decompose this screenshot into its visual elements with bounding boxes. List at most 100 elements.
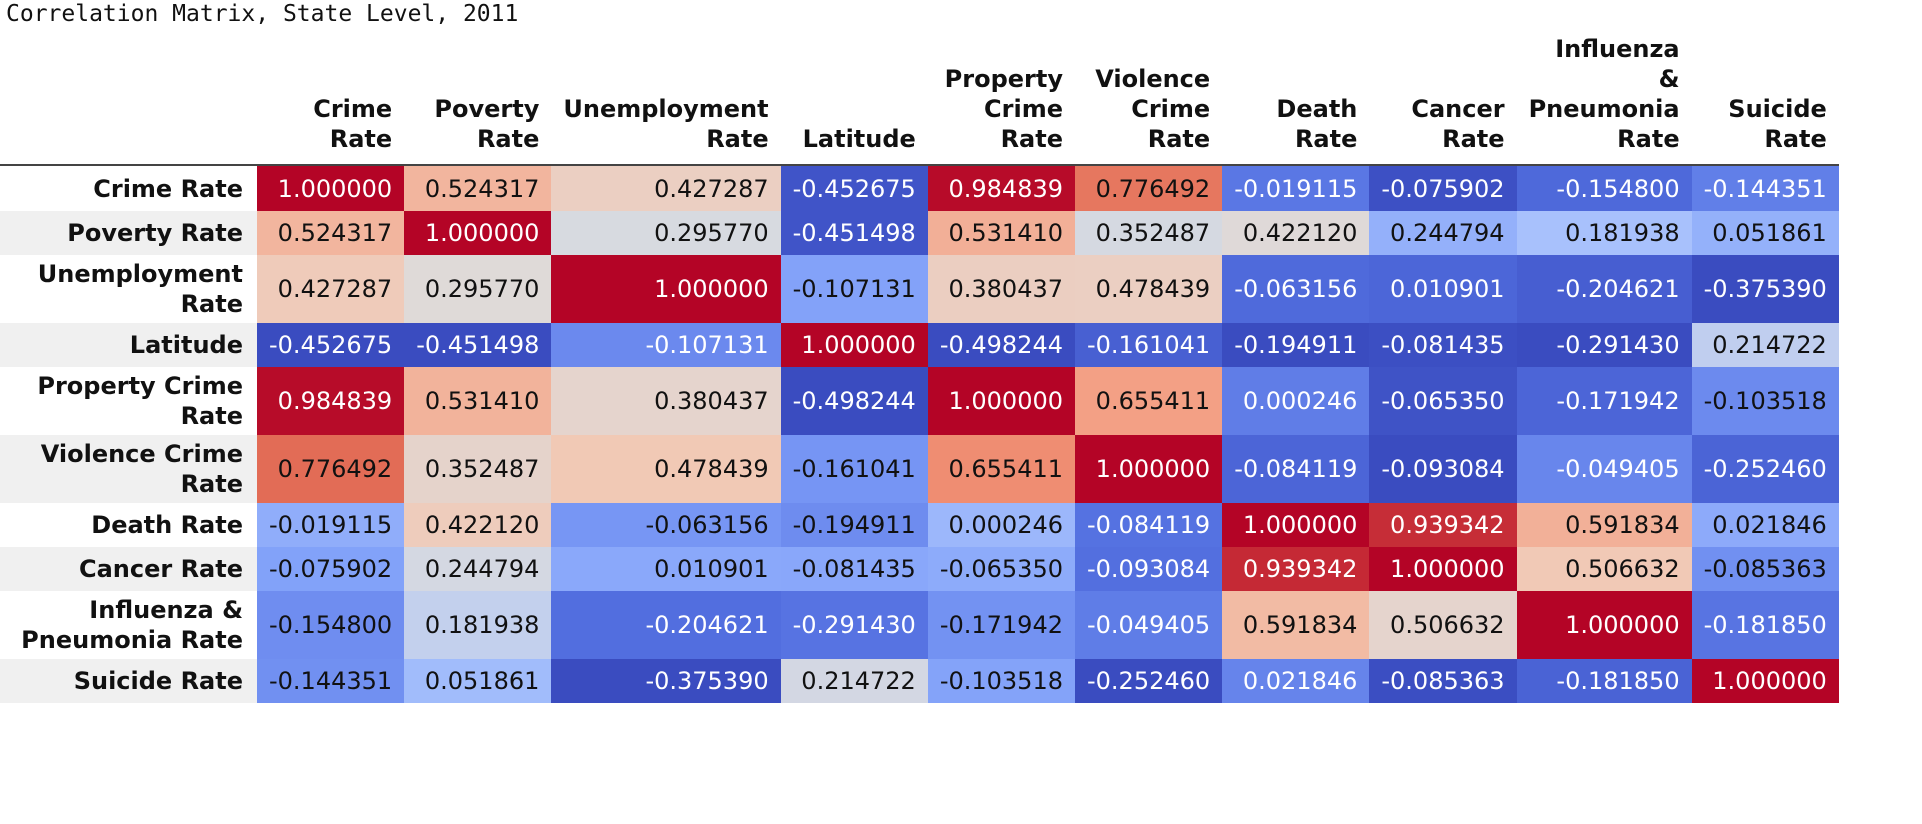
matrix-cell: 0.984839 [927,165,1075,211]
matrix-cell: 0.427287 [257,255,405,323]
header-label-line: Pneumonia Rate [21,626,243,654]
matrix-cell: 0.478439 [551,435,781,503]
matrix-cell: 0.939342 [1369,503,1517,547]
header-label-line: Violence [1095,65,1211,93]
matrix-cell: -0.161041 [1075,323,1223,367]
header-label-line: Crime Rate [1131,95,1211,153]
matrix-cell: -0.452675 [257,323,405,367]
table-row: Violence Crime Rate 0.776492 0.352487 0.4784… [0,435,1839,503]
matrix-cell: 0.214722 [1691,323,1839,367]
header-label-line: Pneumonia [1528,95,1680,123]
row-header: Unemployment Rate [0,255,257,323]
matrix-cell: -0.194911 [1222,323,1370,367]
table-row: Death Rate -0.019115 0.422120 -0.063156 -0.1… [0,503,1839,547]
header-label-line: Violence Crime [40,440,243,468]
matrix-cell: 0.524317 [404,165,552,211]
column-header: Unemployment Rate [551,34,781,166]
table-row: Poverty Rate 0.524317 1.000000 0.295770 -0.4… [0,211,1839,255]
matrix-cell: -0.451498 [780,211,928,255]
header-label-line: Poverty [434,95,540,123]
matrix-cell: 0.380437 [927,255,1075,323]
header-label-line: Rate [1294,125,1358,153]
matrix-cell: 0.655411 [927,435,1075,503]
matrix-cell: -0.181850 [1691,591,1839,659]
matrix-cell: 0.352487 [404,435,552,503]
header-label-line: Property Crime [37,372,243,400]
matrix-cell: 0.051861 [404,659,552,703]
header-label-line: Suicide Rate [73,667,243,695]
matrix-cell: 0.352487 [1075,211,1223,255]
matrix-cell: 0.506632 [1369,591,1517,659]
matrix-cell: 0.000246 [1222,367,1370,435]
matrix-cell: 0.181938 [1516,211,1692,255]
matrix-cell: -0.103518 [927,659,1075,703]
row-header: Poverty Rate [0,211,257,255]
header-label-line: Death [1276,95,1358,123]
matrix-cell: 0.214722 [780,659,928,703]
column-header: Influenza & Pneumonia Rate [1516,34,1692,166]
matrix-cell: 1.000000 [1369,547,1517,591]
table-row: Cancer Rate -0.075902 0.244794 0.010901 -0.0… [0,547,1839,591]
matrix-cell: 0.427287 [551,165,781,211]
table-row: Latitude -0.452675 -0.451498 -0.107131 1.000… [0,323,1839,367]
matrix-cell: 0.051861 [1691,211,1839,255]
matrix-cell: 0.380437 [551,367,781,435]
row-header: Property Crime Rate [0,367,257,435]
matrix-cell: -0.075902 [257,547,405,591]
row-header: Violence Crime Rate [0,435,257,503]
matrix-cell: 0.010901 [1369,255,1517,323]
header-label-line: Influenza & [1555,35,1680,93]
header-label-line: Latitude [129,331,243,359]
header-label-line: Death Rate [91,511,243,539]
matrix-cell: -0.452675 [780,165,928,211]
header-label-line: Rate [180,290,243,318]
matrix-cell: 0.776492 [257,435,405,503]
matrix-cell: 1.000000 [257,165,405,211]
matrix-cell: -0.252460 [1075,659,1223,703]
matrix-cell: -0.049405 [1516,435,1692,503]
matrix-cell: -0.049405 [1075,591,1223,659]
matrix-cell: -0.144351 [257,659,405,703]
matrix-cell: 0.295770 [551,211,781,255]
row-header: Death Rate [0,503,257,547]
matrix-cell: -0.093084 [1369,435,1517,503]
header-label-line: Rate [180,402,243,430]
matrix-cell: -0.019115 [1222,165,1370,211]
matrix-cell: 0.021846 [1222,659,1370,703]
matrix-cell: -0.204621 [551,591,781,659]
header-label-line: Cancer [1411,95,1505,123]
matrix-cell: 0.591834 [1222,591,1370,659]
matrix-cell: -0.375390 [551,659,781,703]
matrix-cell: 0.181938 [404,591,552,659]
matrix-cell: 1.000000 [927,367,1075,435]
header-label-line: Rate [1764,125,1827,153]
matrix-cell: -0.171942 [927,591,1075,659]
header-label-line: Crime Rate [984,95,1063,153]
matrix-cell: -0.065350 [927,547,1075,591]
matrix-cell: -0.154800 [1516,165,1692,211]
column-header: Latitude [780,34,928,166]
table-caption: Correlation Matrix, State Level, 2011 [6,1,519,27]
matrix-cell: 0.939342 [1222,547,1370,591]
matrix-cell: 1.000000 [1691,659,1839,703]
matrix-cell: 0.655411 [1075,367,1223,435]
matrix-cell: 0.295770 [404,255,552,323]
row-header: Latitude [0,323,257,367]
column-header: Violence Crime Rate [1075,34,1223,166]
matrix-cell: -0.144351 [1691,165,1839,211]
column-header: Suicide Rate [1691,34,1839,166]
row-header: Suicide Rate [0,659,257,703]
column-header: Death Rate [1222,34,1370,166]
matrix-cell: -0.019115 [257,503,405,547]
header-label-line: Suicide [1728,95,1827,123]
matrix-cell: -0.498244 [780,367,928,435]
header-label-line: Rate [1442,125,1505,153]
matrix-cell: 1.000000 [1075,435,1223,503]
matrix-cell: -0.291430 [780,591,928,659]
matrix-cell: 0.244794 [1369,211,1517,255]
matrix-cell: -0.498244 [927,323,1075,367]
matrix-cell: 1.000000 [1222,503,1370,547]
table-row: Influenza & Pneumonia Rate -0.154800 0.1819… [0,591,1839,659]
matrix-cell: -0.103518 [1691,367,1839,435]
header-label-line: Rate [476,125,540,153]
